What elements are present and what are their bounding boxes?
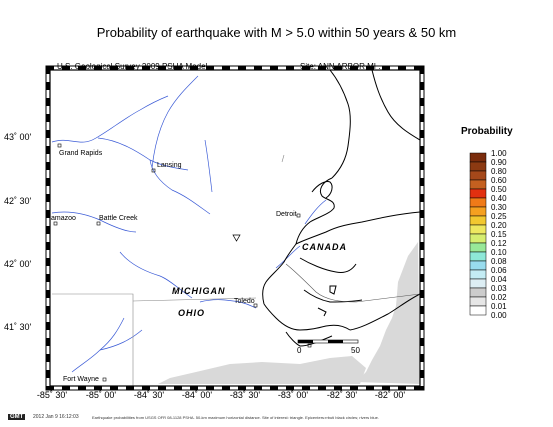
city-label-detroit: Detroit: [276, 211, 297, 218]
longitude-label: -83˚ 00': [277, 390, 309, 400]
legend-swatch: [469, 161, 487, 172]
international-boundary: [285, 263, 421, 303]
legend-level-label: 0.20: [491, 221, 507, 230]
toledo-marker: [253, 303, 258, 308]
gmt-logo: GMT: [8, 414, 26, 420]
probability-shading-east: [356, 242, 420, 384]
city-label-kalamazoo: amazoo: [51, 215, 76, 222]
windsor-marker: [307, 343, 312, 348]
legend-swatch: [469, 260, 487, 271]
longitude-label: -82˚ 30': [326, 390, 358, 400]
legend-swatch: [469, 296, 487, 307]
legend-level-label: 0.00: [491, 311, 507, 320]
legend-swatch: [469, 251, 487, 262]
city-label-toledo: Toledo: [234, 298, 255, 305]
legend-swatch: [469, 188, 487, 199]
legend-level-label: 0.12: [491, 239, 507, 248]
city-label-lansing: Lansing: [157, 162, 182, 169]
scale-bar-end-label: 50: [351, 346, 360, 355]
site-triangle-icon: [232, 234, 241, 242]
legend-swatch: [469, 206, 487, 217]
legend-level-label: 0.06: [491, 266, 507, 275]
map-title: Probability of earthquake with M > 5.0 w…: [96, 25, 457, 40]
longitude-label: -85˚ 00': [85, 390, 117, 400]
boundaries: [52, 154, 285, 386]
detroit-marker: [296, 213, 301, 218]
region-label-canada: CANADA: [302, 242, 347, 252]
legend-swatch: [469, 269, 487, 280]
rivers: [51, 75, 327, 373]
frame-ticks: [46, 66, 424, 390]
fort-wayne-marker: [102, 377, 107, 382]
legend-swatch: [469, 224, 487, 235]
region-label-michigan: MICHIGAN: [172, 286, 226, 296]
longitude-label: -82˚ 00': [374, 390, 406, 400]
legend-swatch: [469, 242, 487, 253]
battle-creek-marker: [96, 221, 101, 226]
shorelines: [262, 69, 421, 347]
legend-level-label: 0.01: [491, 302, 507, 311]
scale-bar: [297, 339, 359, 344]
latitude-label: 42˚ 00': [4, 259, 32, 269]
legend-swatch: [469, 197, 487, 208]
lansing-marker: [151, 168, 156, 173]
legend-level-label: 0.03: [491, 284, 507, 293]
longitude-label: -85˚ 30': [36, 390, 68, 400]
map-frame: [49, 69, 421, 387]
legend-level-label: 0.08: [491, 257, 507, 266]
footer-note: Earthquake probabilities from USGS OFR 0…: [92, 415, 379, 420]
legend-swatch: [469, 287, 487, 298]
kalamazoo-marker: [53, 221, 58, 226]
timestamp: 2012 Jan 9 16:12:03: [33, 414, 79, 420]
legend-level-label: 0.60: [491, 176, 507, 185]
legend-swatch: [469, 215, 487, 226]
latitude-label: 41˚ 30': [4, 322, 32, 332]
legend-level-label: 0.90: [491, 158, 507, 167]
legend-swatch: [469, 179, 487, 190]
legend-swatch: [469, 233, 487, 244]
city-label-fort-wayne: Fort Wayne: [63, 376, 99, 383]
longitude-label: -83˚ 30': [229, 390, 261, 400]
legend-color-bar: [469, 152, 487, 316]
legend-level-label: 0.02: [491, 293, 507, 302]
legend-level-label: 0.40: [491, 194, 507, 203]
city-label-battle-creek: Battle Creek: [99, 215, 138, 222]
legend-level-label: 0.25: [491, 212, 507, 221]
legend-swatch: [469, 152, 487, 163]
map-frame-outer: [45, 65, 425, 391]
probability-shading-south: [158, 356, 366, 384]
legend-level-label: 0.80: [491, 167, 507, 176]
legend-level-label: 0.50: [491, 185, 507, 194]
longitude-label: -84˚ 00': [181, 390, 213, 400]
latitude-label: 43˚ 00': [4, 132, 32, 142]
legend-swatch: [469, 278, 487, 289]
city-markers: [53, 143, 312, 382]
legend-level-label: 1.00: [491, 149, 507, 158]
scale-bar-start-label: 0: [297, 346, 302, 355]
legend-level-label: 0.30: [491, 203, 507, 212]
legend-level-label: 0.04: [491, 275, 507, 284]
region-label-ohio: OHIO: [178, 308, 206, 318]
latitude-label: 42˚ 30': [4, 196, 32, 206]
legend-title: Probability: [461, 126, 513, 137]
grand-rapids-marker: [57, 143, 62, 148]
legend-swatch: [469, 170, 487, 181]
city-label-grand-rapids: Grand Rapids: [59, 150, 103, 157]
longitude-label: -84˚ 30': [133, 390, 165, 400]
legend-level-label: 0.10: [491, 248, 507, 257]
legend-swatch: [469, 305, 487, 316]
legend-level-label: 0.15: [491, 230, 507, 239]
